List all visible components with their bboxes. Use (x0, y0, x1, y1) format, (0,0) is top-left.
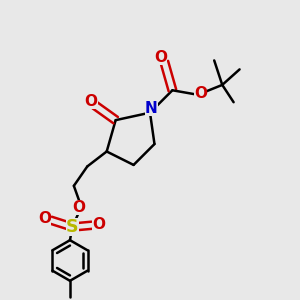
Text: O: O (38, 211, 51, 226)
Text: O: O (92, 217, 105, 232)
Text: O: O (85, 94, 98, 109)
Text: O: O (154, 50, 167, 64)
Text: S: S (66, 218, 79, 236)
Text: N: N (145, 101, 158, 116)
Text: O: O (194, 86, 207, 101)
Text: O: O (72, 200, 86, 215)
